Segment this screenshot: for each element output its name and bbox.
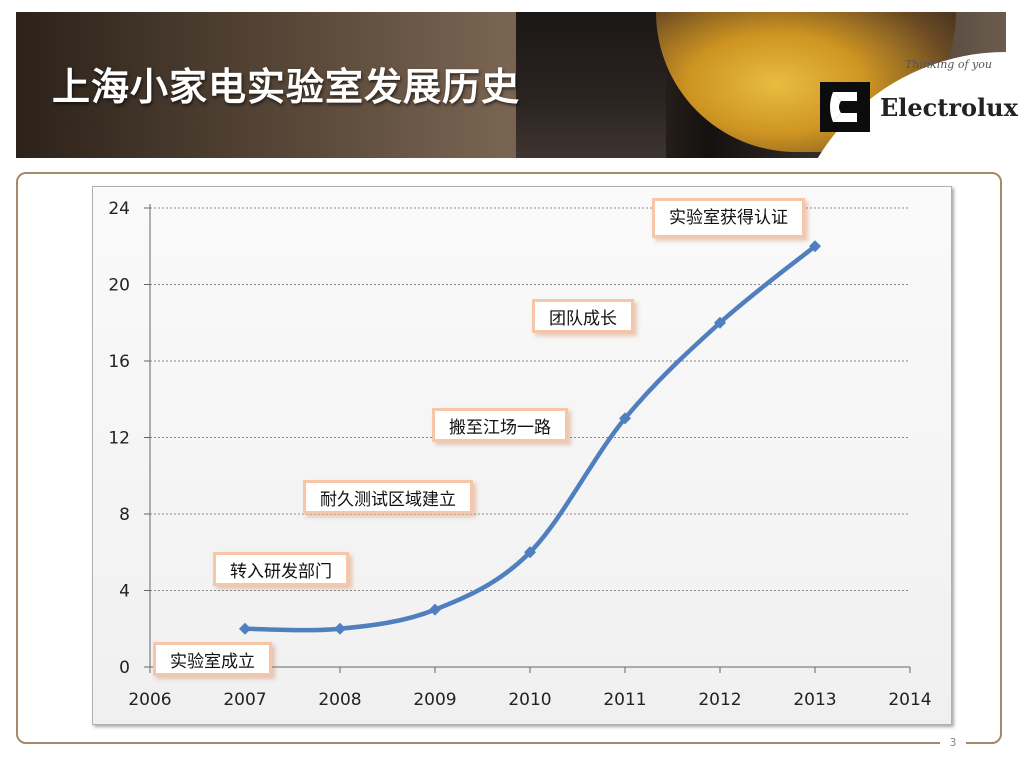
x-tick-label: 2009 — [413, 690, 456, 710]
x-tick-label: 2010 — [508, 690, 551, 710]
annotation-team-growth: 团队成长 — [532, 299, 634, 333]
data-point — [619, 412, 631, 425]
y-tick-label: 8 — [119, 505, 130, 525]
y-tick-label: 12 — [108, 429, 130, 449]
data-point — [809, 240, 821, 253]
y-tick-label: 4 — [119, 582, 130, 602]
data-point — [714, 316, 726, 329]
x-tick-label: 2013 — [793, 690, 836, 710]
y-tick-label: 16 — [108, 352, 130, 372]
data-point — [239, 622, 251, 635]
content-frame — [16, 172, 1002, 744]
data-point — [524, 546, 536, 559]
x-tick-label: 2007 — [223, 690, 266, 710]
electrolux-logo: Electrolux — [820, 82, 1018, 132]
electrolux-wordmark: Electrolux — [880, 92, 1018, 122]
x-tick-label: 2011 — [603, 690, 646, 710]
annotation-durability-area: 耐久测试区域建立 — [303, 480, 473, 514]
slide-title: 上海小家电实验室发展历史 — [52, 65, 521, 109]
coffee-machine-image — [516, 12, 666, 158]
y-tick-label: 0 — [119, 658, 130, 678]
y-tick-label: 24 — [108, 199, 130, 219]
x-tick-label: 2008 — [318, 690, 361, 710]
annotation-certification: 实验室获得认证 — [652, 198, 805, 238]
electrolux-logo-icon — [820, 82, 870, 132]
x-tick-label: 2012 — [698, 690, 741, 710]
data-point — [429, 603, 441, 616]
annotation-relocation: 搬至江场一路 — [432, 408, 568, 442]
y-tick-label: 20 — [108, 276, 130, 296]
page-number: 3 — [940, 736, 966, 749]
chart-area — [92, 186, 952, 725]
x-tick-label: 2006 — [128, 690, 171, 710]
data-point — [334, 622, 346, 635]
x-tick-label: 2014 — [888, 690, 931, 710]
annotation-lab-founded: 实验室成立 — [153, 642, 272, 676]
annotation-rd-transfer: 转入研发部门 — [213, 552, 349, 586]
logo-tagline: Thinking of you — [905, 58, 992, 71]
